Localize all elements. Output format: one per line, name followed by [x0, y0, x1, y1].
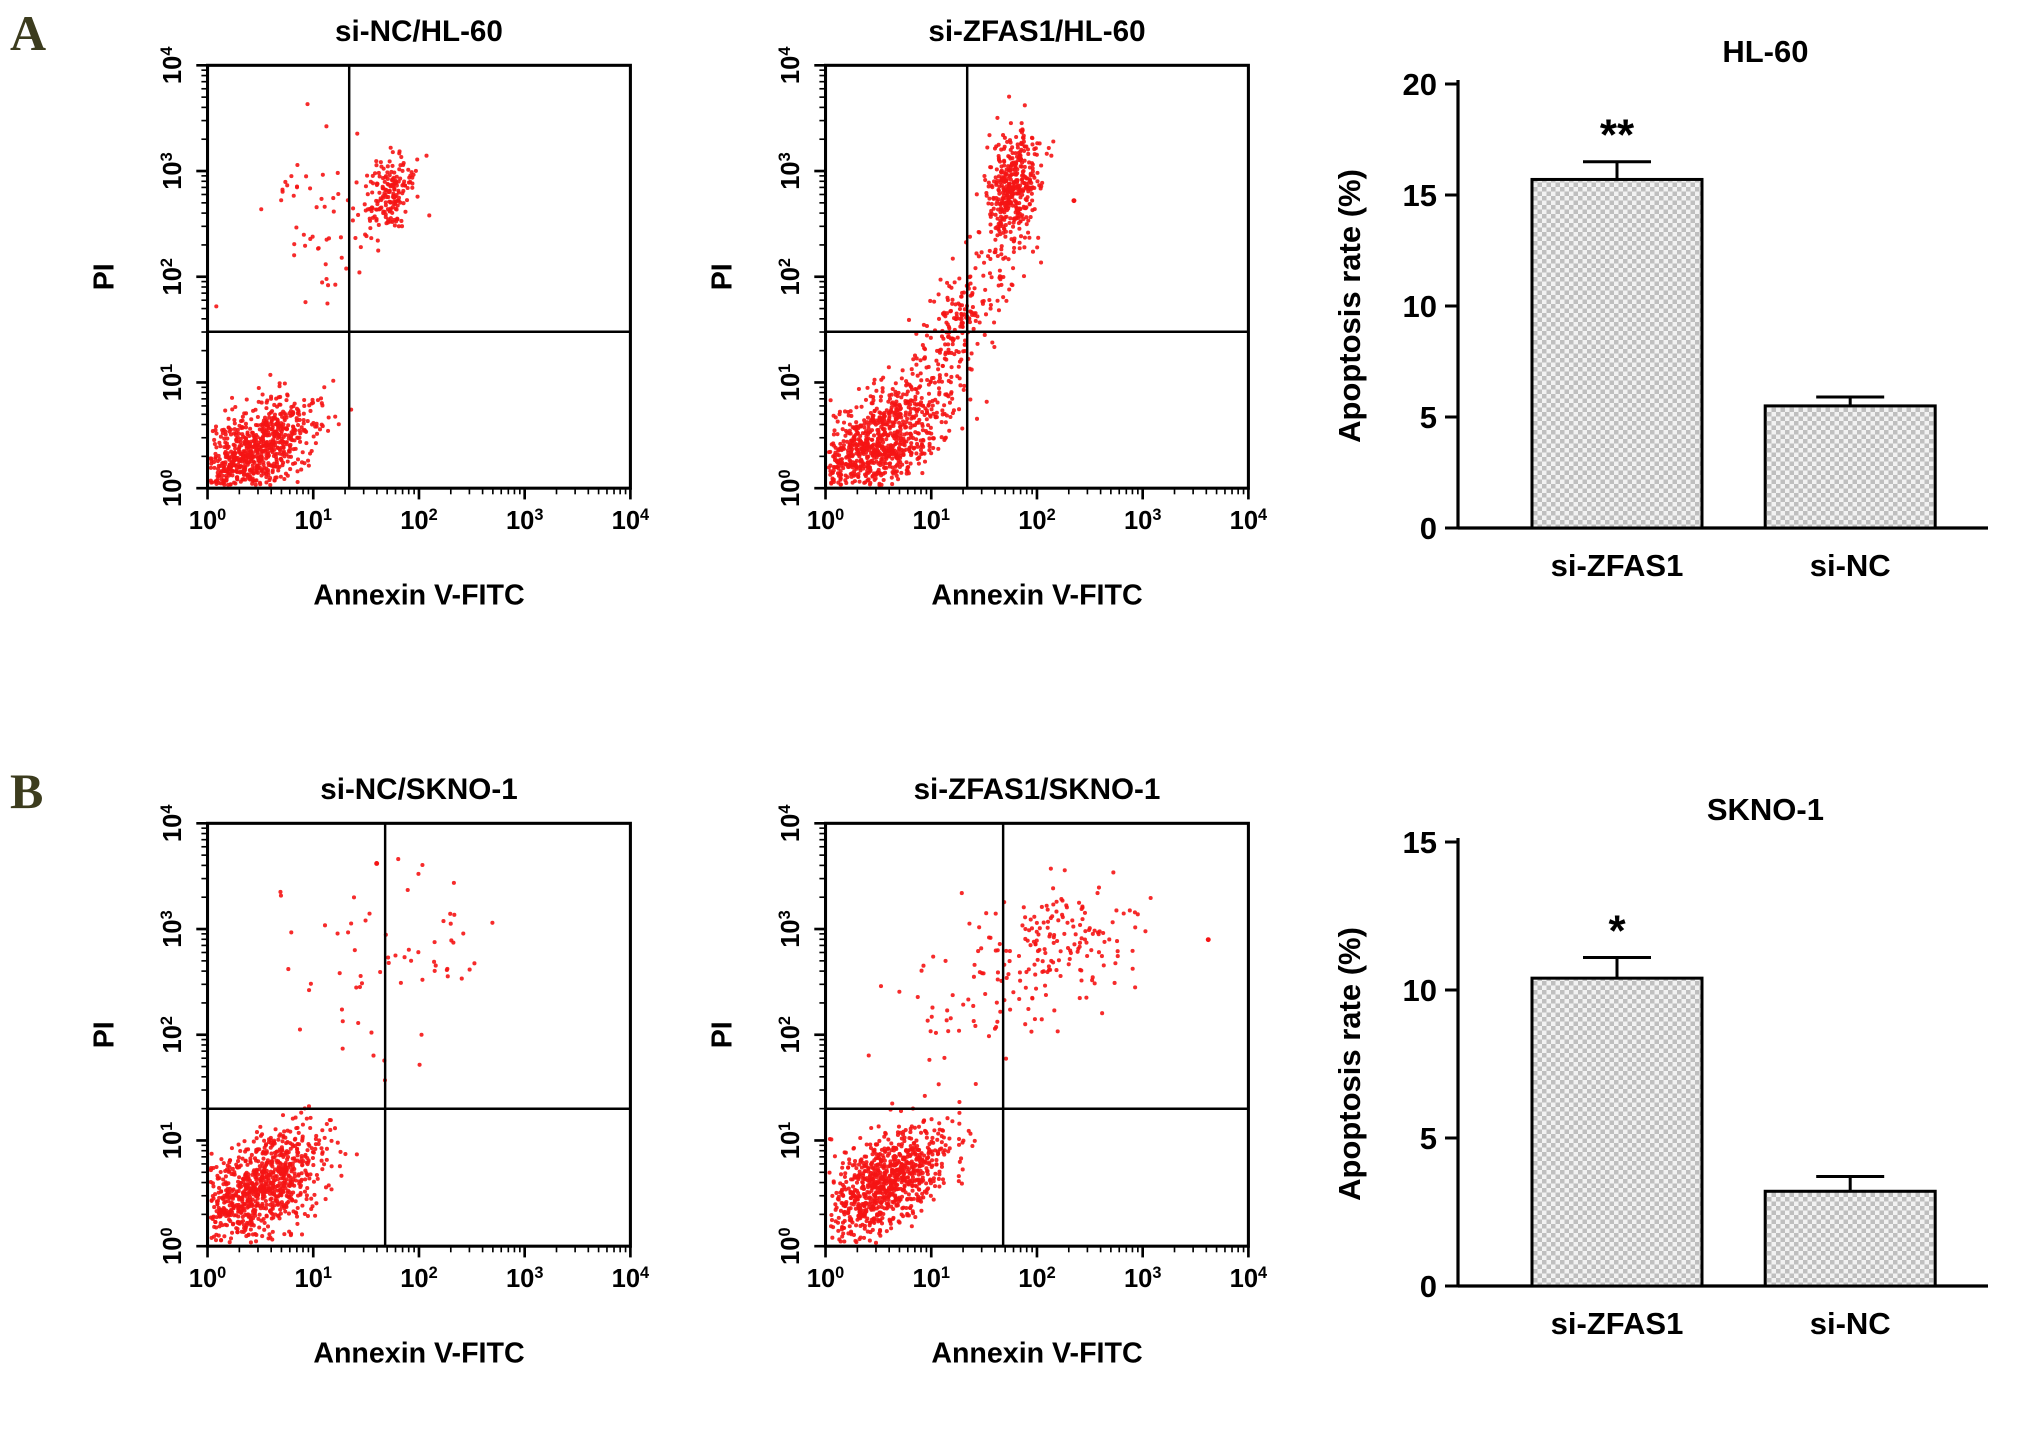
svg-text:101: 101 [913, 1264, 950, 1293]
svg-text:0: 0 [1420, 511, 1437, 546]
svg-text:10: 10 [1403, 289, 1437, 324]
flow-plot-cell-si-zfas1-hl60: 100 100 101 101 102 102 103 103 104 104 si-ZFAS1/H… [682, 6, 1300, 619]
svg-text:101: 101 [776, 1122, 805, 1159]
svg-text:102: 102 [400, 1264, 437, 1293]
svg-text:**: ** [1600, 111, 1635, 160]
svg-text:PI: PI [707, 263, 739, 290]
svg-text:104: 104 [1230, 1264, 1267, 1293]
svg-text:102: 102 [776, 1016, 805, 1053]
svg-text:15: 15 [1403, 825, 1437, 860]
svg-text:*: * [1608, 906, 1626, 955]
svg-text:Annexin V-FITC: Annexin V-FITC [931, 1338, 1142, 1370]
svg-text:5: 5 [1420, 1121, 1437, 1156]
svg-text:100: 100 [189, 1264, 226, 1293]
svg-text:104: 104 [776, 805, 805, 842]
svg-text:5: 5 [1420, 400, 1437, 435]
svg-text:104: 104 [1230, 506, 1267, 535]
svg-text:103: 103 [1124, 506, 1161, 535]
svg-text:SKNO-1: SKNO-1 [1707, 792, 1824, 827]
svg-text:104: 104 [158, 47, 187, 84]
svg-text:104: 104 [158, 805, 187, 842]
svg-text:si-NC: si-NC [1810, 548, 1891, 583]
svg-text:102: 102 [1018, 506, 1055, 535]
bar-chart-cell-skno1: 0 5 10 15 * si-ZFAS1 si-NC SKNO-1 Apoptosis rate… [1300, 764, 2031, 1414]
svg-text:100: 100 [158, 1227, 187, 1264]
svg-text:Apoptosis rate (%): Apoptosis rate (%) [1332, 169, 1367, 443]
svg-text:si-NC/HL-60: si-NC/HL-60 [335, 15, 503, 48]
svg-text:Annexin V-FITC: Annexin V-FITC [313, 580, 524, 612]
svg-text:102: 102 [400, 506, 437, 535]
panel-a-label: A [10, 5, 47, 61]
svg-text:103: 103 [776, 152, 805, 189]
svg-text:0: 0 [1420, 1269, 1437, 1304]
svg-text:101: 101 [295, 1264, 332, 1293]
svg-text:si-ZFAS1: si-ZFAS1 [1551, 1306, 1684, 1341]
svg-text:si-ZFAS1/HL-60: si-ZFAS1/HL-60 [928, 15, 1145, 48]
svg-text:100: 100 [807, 1264, 844, 1293]
svg-text:100: 100 [158, 469, 187, 506]
svg-text:15: 15 [1403, 178, 1437, 213]
svg-text:100: 100 [189, 506, 226, 535]
svg-text:101: 101 [776, 364, 805, 401]
svg-text:102: 102 [158, 258, 187, 295]
svg-text:102: 102 [776, 258, 805, 295]
bar-chart-skno1: 0 5 10 15 * si-ZFAS1 si-NC SKNO-1 Apoptosis rate… [1332, 792, 1988, 1341]
svg-text:HL-60: HL-60 [1722, 34, 1808, 69]
svg-text:103: 103 [506, 506, 543, 535]
panel-a: A 100 100 101 101 102 102 103 103 104 104 si-NC/HL… [0, 6, 2031, 656]
svg-text:si-NC: si-NC [1810, 1306, 1891, 1341]
svg-text:Annexin V-FITC: Annexin V-FITC [931, 580, 1142, 612]
panel-b-label: B [10, 763, 44, 819]
svg-text:102: 102 [1018, 1264, 1055, 1293]
svg-text:PI: PI [89, 1021, 121, 1048]
svg-text:si-ZFAS1/SKNO-1: si-ZFAS1/SKNO-1 [914, 773, 1161, 806]
svg-text:10: 10 [1403, 973, 1437, 1008]
svg-text:104: 104 [776, 47, 805, 84]
svg-text:20: 20 [1403, 67, 1437, 102]
svg-text:101: 101 [295, 506, 332, 535]
svg-text:Annexin V-FITC: Annexin V-FITC [313, 1338, 524, 1370]
svg-text:100: 100 [807, 506, 844, 535]
svg-text:103: 103 [158, 152, 187, 189]
svg-text:101: 101 [158, 364, 187, 401]
flow-plot-cell-si-nc-skno1: 100 100 101 101 102 102 103 103 104 104 si-NC/SKNO… [64, 764, 682, 1377]
svg-text:101: 101 [158, 1122, 187, 1159]
svg-text:100: 100 [776, 469, 805, 506]
svg-text:PI: PI [707, 1021, 739, 1048]
svg-text:103: 103 [776, 910, 805, 947]
svg-text:102: 102 [158, 1016, 187, 1053]
svg-text:103: 103 [1124, 1264, 1161, 1293]
panel-b: B 100 100 101 101 102 102 103 103 104 104 si-NC/SK… [0, 764, 2031, 1414]
svg-text:103: 103 [506, 1264, 543, 1293]
svg-text:104: 104 [612, 1264, 649, 1293]
flow-plot-cell-si-nc-hl60: 100 100 101 101 102 102 103 103 104 104 si-NC/HL-6… [64, 6, 682, 619]
svg-text:104: 104 [612, 506, 649, 535]
bar-chart-cell-hl60: 0 5 10 15 20 ** si-ZFAS1 si-NC HL-60 Apoptosis ra… [1300, 6, 2031, 656]
svg-text:PI: PI [89, 263, 121, 290]
svg-text:si-NC/SKNO-1: si-NC/SKNO-1 [320, 773, 517, 806]
svg-text:103: 103 [158, 910, 187, 947]
flow-plot-cell-si-zfas1-skno1: 100 100 101 101 102 102 103 103 104 104 si-ZFAS1/S… [682, 764, 1300, 1377]
svg-text:101: 101 [913, 506, 950, 535]
svg-text:Apoptosis rate (%): Apoptosis rate (%) [1332, 927, 1367, 1201]
bar-chart-hl60: 0 5 10 15 20 ** si-ZFAS1 si-NC HL-60 Apoptosis ra… [1332, 34, 1988, 583]
svg-text:100: 100 [776, 1227, 805, 1264]
svg-text:si-ZFAS1: si-ZFAS1 [1551, 548, 1684, 583]
